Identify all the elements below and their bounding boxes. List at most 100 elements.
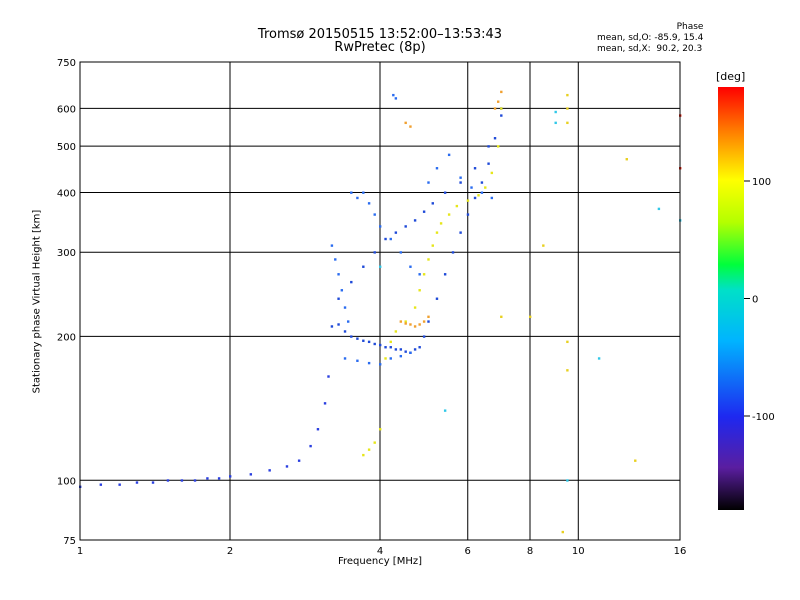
data-point bbox=[367, 202, 371, 205]
x-axis-label: Frequency [MHz] bbox=[337, 556, 423, 567]
data-point bbox=[389, 357, 392, 360]
data-point bbox=[597, 357, 601, 360]
data-point bbox=[297, 459, 301, 462]
data-point bbox=[229, 475, 232, 478]
data-point bbox=[379, 363, 382, 366]
data-point bbox=[422, 320, 426, 323]
data-point bbox=[118, 483, 121, 486]
data-point bbox=[480, 191, 484, 194]
data-point bbox=[418, 323, 421, 326]
data-point bbox=[373, 342, 376, 346]
phase-heading: Phase bbox=[676, 22, 704, 32]
data-point bbox=[343, 357, 347, 360]
data-point bbox=[422, 273, 426, 276]
data-point bbox=[379, 225, 382, 228]
y-tick-label: 600 bbox=[57, 104, 76, 115]
data-point bbox=[459, 231, 462, 234]
data-point bbox=[373, 251, 376, 254]
data-point bbox=[404, 350, 407, 353]
data-point bbox=[394, 330, 398, 333]
y-tick-label: 100 bbox=[57, 476, 76, 487]
data-point bbox=[399, 251, 403, 254]
chart-subtitle: RwPretec (8p) bbox=[334, 40, 426, 55]
data-point bbox=[418, 346, 421, 349]
data-point bbox=[373, 441, 376, 444]
data-point bbox=[285, 465, 289, 468]
phase-stats-o: mean, sd,O: -85.9, 15.4 bbox=[597, 33, 704, 43]
data-point bbox=[362, 453, 365, 457]
data-point bbox=[337, 323, 340, 326]
data-point bbox=[477, 194, 480, 197]
data-point bbox=[500, 90, 503, 94]
data-point bbox=[443, 191, 447, 194]
data-point bbox=[529, 315, 532, 319]
colorbar-title: [deg] bbox=[716, 70, 746, 83]
data-point bbox=[418, 289, 421, 292]
data-point bbox=[99, 483, 103, 486]
data-point bbox=[431, 202, 434, 205]
data-point bbox=[447, 213, 451, 216]
x-tick-label: 16 bbox=[674, 546, 687, 557]
data-point bbox=[466, 213, 470, 216]
data-point bbox=[484, 186, 487, 189]
data-point bbox=[470, 186, 473, 189]
data-point bbox=[439, 222, 443, 225]
data-point bbox=[404, 225, 407, 228]
data-point bbox=[443, 409, 447, 412]
data-point bbox=[394, 348, 398, 351]
data-point bbox=[435, 167, 439, 170]
data-point bbox=[490, 196, 494, 200]
grid-lines bbox=[79, 61, 681, 541]
data-point bbox=[427, 320, 430, 323]
data-point bbox=[166, 479, 170, 482]
data-point bbox=[493, 137, 497, 140]
colorbar-ticks: 100 0 -100 bbox=[744, 177, 775, 423]
data-point bbox=[384, 346, 387, 349]
data-point bbox=[566, 369, 569, 372]
data-point bbox=[496, 100, 500, 103]
data-point bbox=[496, 145, 500, 148]
data-point bbox=[343, 330, 347, 333]
x-tick-label: 2 bbox=[227, 546, 233, 557]
axis-ticks: 1 2 4 6 8 10 16 75 100 200 300 400 500 600 750 bbox=[57, 58, 686, 557]
data-point bbox=[330, 325, 334, 328]
y-tick-label: 75 bbox=[63, 536, 76, 547]
data-point bbox=[135, 481, 139, 484]
data-point bbox=[392, 93, 395, 97]
data-point bbox=[443, 273, 447, 276]
y-tick-label: 400 bbox=[57, 188, 76, 199]
data-point bbox=[487, 145, 490, 148]
data-point bbox=[634, 459, 637, 462]
data-point bbox=[625, 158, 628, 161]
y-tick-label: 750 bbox=[57, 58, 76, 69]
data-point bbox=[404, 121, 407, 125]
data-point bbox=[334, 258, 337, 261]
x-tick-label: 4 bbox=[377, 546, 383, 557]
data-point bbox=[409, 265, 412, 268]
data-point bbox=[268, 469, 271, 472]
data-point bbox=[362, 191, 365, 194]
data-point bbox=[554, 121, 557, 125]
data-point bbox=[249, 473, 253, 476]
data-point bbox=[316, 428, 320, 431]
data-point bbox=[389, 237, 392, 241]
data-point bbox=[409, 125, 412, 128]
data-point bbox=[379, 265, 382, 268]
data-point bbox=[379, 428, 382, 431]
data-point bbox=[473, 167, 477, 170]
data-point bbox=[327, 375, 330, 378]
data-point bbox=[409, 323, 412, 326]
data-point bbox=[566, 107, 569, 110]
data-point bbox=[151, 481, 155, 484]
data-point bbox=[399, 354, 403, 358]
data-point bbox=[490, 171, 494, 175]
data-point bbox=[447, 153, 451, 157]
plot-frame bbox=[79, 61, 681, 541]
data-point bbox=[413, 348, 417, 351]
data-point bbox=[413, 325, 417, 328]
y-tick-label: 300 bbox=[57, 248, 76, 259]
x-tick-label: 8 bbox=[527, 546, 533, 557]
data-point bbox=[566, 121, 569, 125]
data-point bbox=[362, 265, 365, 268]
data-point bbox=[542, 244, 545, 247]
